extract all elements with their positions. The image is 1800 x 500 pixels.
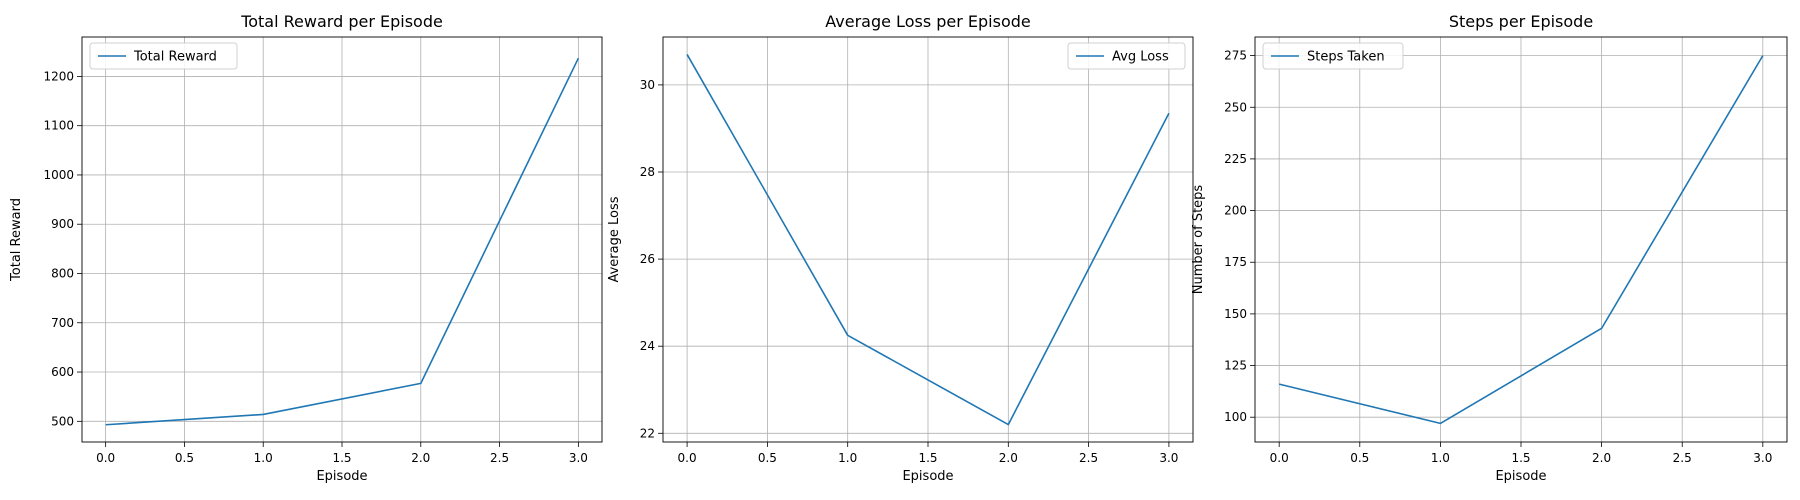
loss-series-line-0: [686, 54, 1170, 426]
steps-ytick-label-1: 125: [1224, 359, 1247, 373]
steps-xtick-label-6: 3.0: [1753, 451, 1772, 465]
loss-xtick-label-2: 1.0: [838, 451, 857, 465]
loss-xlabel: Episode: [902, 469, 953, 484]
steps-xtick-label-2: 1.0: [1431, 451, 1450, 465]
reward-xtick-label-5: 2.5: [490, 451, 509, 465]
loss-title: Average Loss per Episode: [825, 12, 1030, 31]
reward-series-line-0: [105, 57, 580, 426]
reward-xtick-label-0: 0.0: [96, 451, 115, 465]
steps-ytick-label-2: 150: [1224, 307, 1247, 321]
steps-xtick-label-5: 2.5: [1673, 451, 1692, 465]
loss-ytick-label-4: 30: [640, 78, 655, 92]
steps-ytick-label-5: 225: [1224, 152, 1247, 166]
reward-xtick-label-3: 1.5: [332, 451, 351, 465]
reward-ytick-label-0: 500: [51, 414, 74, 428]
reward-ytick-label-1: 600: [51, 365, 74, 379]
reward-xtick-label-4: 2.0: [411, 451, 430, 465]
steps-xlabel: Episode: [1495, 469, 1546, 484]
loss-ytick-label-1: 24: [640, 339, 655, 353]
loss-xtick-label-3: 1.5: [918, 451, 937, 465]
steps-xtick-label-4: 2.0: [1592, 451, 1611, 465]
reward-ytick-label-6: 1100: [43, 119, 74, 133]
reward-ytick-label-3: 800: [51, 266, 74, 280]
steps-title: Steps per Episode: [1449, 12, 1593, 31]
loss-legend-label: Avg Loss: [1112, 50, 1169, 65]
steps-legend-box: [1262, 42, 1404, 70]
reward-ytick-label-2: 700: [51, 316, 74, 330]
loss-xtick-label-0: 0.0: [678, 451, 697, 465]
reward-title: Total Reward per Episode: [240, 12, 443, 31]
steps-ytick-label-6: 250: [1224, 100, 1247, 114]
steps-ylabel: Number of Steps: [1191, 185, 1206, 295]
loss-ytick-label-0: 22: [640, 426, 655, 440]
loss-ytick-label-3: 28: [640, 165, 655, 179]
reward-legend-label: Total Reward: [133, 50, 217, 65]
loss-ylabel: Average Loss: [607, 196, 622, 282]
loss-legend-box: [1067, 42, 1186, 70]
loss-xtick-label-5: 2.5: [1079, 451, 1098, 465]
steps-xtick-label-0: 0.0: [1270, 451, 1289, 465]
reward-ylabel: Total Reward: [9, 198, 24, 282]
reward-ytick-label-7: 1200: [43, 69, 74, 83]
steps-legend-label: Steps Taken: [1307, 50, 1385, 65]
reward-xlabel: Episode: [316, 469, 367, 484]
reward-xtick-label-1: 0.5: [175, 451, 194, 465]
steps-xtick-label-3: 1.5: [1511, 451, 1530, 465]
loss-xtick-label-6: 3.0: [1159, 451, 1178, 465]
steps-ytick-label-4: 200: [1224, 204, 1247, 218]
reward-ytick-label-5: 1000: [43, 168, 74, 182]
loss-xtick-label-4: 2.0: [999, 451, 1018, 465]
reward-xtick-label-6: 3.0: [569, 451, 588, 465]
steps-axes-frame: [1254, 36, 1788, 443]
steps-ytick-label-0: 100: [1224, 410, 1247, 424]
loss-axes-frame: [662, 36, 1194, 443]
steps-xtick-label-1: 0.5: [1350, 451, 1369, 465]
steps-series-line-0: [1278, 55, 1764, 425]
steps-ytick-label-3: 175: [1224, 255, 1247, 269]
reward-ytick-label-4: 900: [51, 217, 74, 231]
reward-axes-frame: [81, 36, 603, 443]
steps-ytick-label-7: 275: [1224, 49, 1247, 63]
loss-ytick-label-2: 26: [640, 252, 655, 266]
reward-xtick-label-2: 1.0: [254, 451, 273, 465]
loss-xtick-label-1: 0.5: [758, 451, 777, 465]
reward-legend-box: [89, 42, 238, 70]
